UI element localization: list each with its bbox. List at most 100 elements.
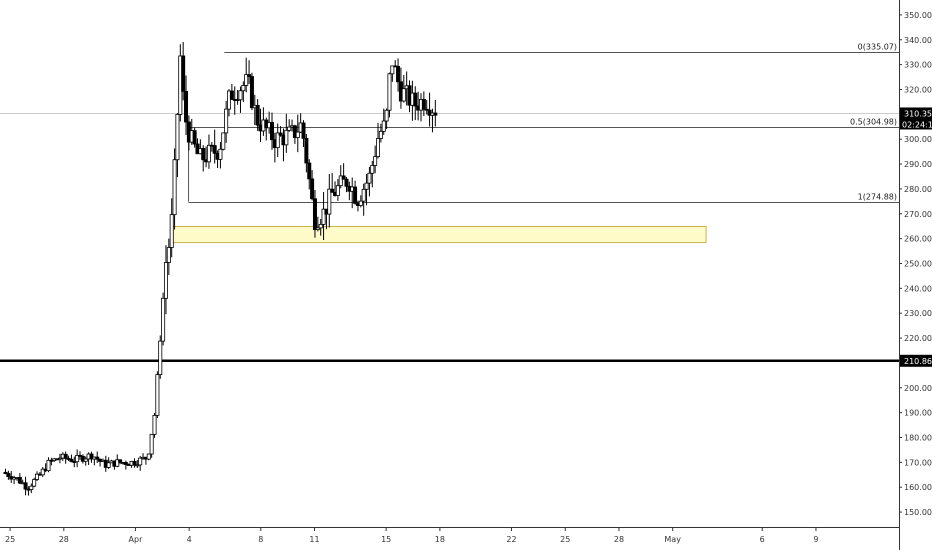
candle[interactable] (244, 74, 249, 86)
candle[interactable] (390, 65, 395, 75)
candle[interactable] (115, 459, 120, 467)
candle[interactable] (175, 114, 180, 161)
candle[interactable] (169, 214, 174, 248)
price-tick-label: 280.00 (904, 185, 932, 194)
candle[interactable] (255, 104, 260, 126)
candle[interactable] (135, 464, 140, 467)
candle[interactable] (301, 122, 306, 139)
candle[interactable] (378, 130, 383, 139)
candle[interactable] (241, 85, 246, 92)
candle[interactable] (227, 90, 232, 110)
candle[interactable] (6, 473, 11, 478)
candle[interactable] (353, 186, 358, 204)
candle[interactable] (163, 262, 168, 299)
candle[interactable] (381, 120, 386, 132)
candle[interactable] (387, 73, 392, 111)
candle[interactable] (138, 457, 143, 466)
candle[interactable] (364, 182, 369, 190)
candle[interactable] (341, 175, 346, 180)
candle[interactable] (146, 453, 151, 460)
candle[interactable] (370, 165, 375, 174)
candle[interactable] (278, 132, 283, 136)
candle[interactable] (335, 185, 340, 196)
candle[interactable] (307, 162, 312, 180)
candle[interactable] (184, 90, 189, 123)
candle[interactable] (35, 473, 40, 480)
candle[interactable] (89, 453, 94, 460)
candle[interactable] (384, 109, 389, 122)
candle[interactable] (421, 99, 426, 110)
candle[interactable] (78, 454, 83, 457)
candle[interactable] (17, 477, 22, 484)
candle[interactable] (3, 471, 8, 474)
candle[interactable] (181, 55, 186, 92)
candle[interactable] (315, 227, 320, 230)
candle[interactable] (63, 453, 68, 459)
candle[interactable] (433, 112, 438, 116)
candle[interactable] (118, 459, 123, 463)
candle[interactable] (413, 92, 418, 107)
candle[interactable] (221, 132, 226, 150)
candle[interactable] (376, 138, 381, 158)
candle[interactable] (312, 198, 317, 230)
candle[interactable] (284, 129, 289, 146)
candle[interactable] (304, 137, 309, 164)
candle[interactable] (373, 156, 378, 166)
fib-level-label: 1(274.88) (858, 193, 897, 202)
candle[interactable] (123, 462, 128, 465)
candle[interactable] (269, 122, 274, 141)
candle[interactable] (206, 144, 211, 163)
candle[interactable] (275, 132, 280, 149)
candle[interactable] (69, 458, 74, 462)
candle[interactable] (358, 200, 363, 206)
candle[interactable] (149, 433, 154, 455)
candle[interactable] (132, 460, 137, 466)
candle[interactable] (212, 145, 217, 154)
candle[interactable] (192, 130, 197, 145)
candle[interactable] (40, 468, 45, 476)
candle[interactable] (295, 131, 300, 138)
candle[interactable] (396, 65, 401, 83)
candle[interactable] (29, 485, 34, 490)
candle[interactable] (95, 456, 100, 460)
candle[interactable] (330, 188, 335, 193)
candle[interactable] (201, 148, 206, 161)
candle[interactable] (321, 208, 326, 225)
candle[interactable] (155, 374, 160, 416)
support-zone[interactable] (170, 225, 707, 244)
candle[interactable] (46, 459, 51, 472)
candle[interactable] (224, 108, 229, 134)
candle[interactable] (238, 90, 243, 101)
candle[interactable] (401, 88, 406, 102)
candle[interactable] (367, 172, 372, 184)
candle[interactable] (158, 340, 163, 376)
candle[interactable] (229, 90, 234, 100)
candle[interactable] (83, 458, 88, 462)
candle[interactable] (161, 297, 166, 342)
candle[interactable] (287, 126, 292, 131)
candle[interactable] (424, 108, 429, 111)
candle[interactable] (172, 159, 177, 216)
candle[interactable] (23, 482, 28, 490)
candle[interactable] (292, 125, 297, 138)
candle[interactable] (247, 74, 252, 77)
candle[interactable] (32, 479, 37, 487)
candle[interactable] (318, 223, 323, 229)
fib-level-label: 0(335.07) (858, 43, 897, 52)
candle[interactable] (152, 414, 157, 435)
candle[interactable] (106, 462, 111, 468)
candle[interactable] (249, 76, 254, 109)
candle[interactable] (338, 175, 343, 187)
candle[interactable] (75, 454, 80, 463)
candle[interactable] (327, 188, 332, 215)
candle[interactable] (166, 247, 171, 263)
candle[interactable] (57, 457, 62, 460)
candle[interactable] (218, 148, 223, 160)
candle[interactable] (344, 178, 349, 187)
candle[interactable] (310, 178, 315, 200)
candle[interactable] (361, 188, 366, 202)
time-tick-label: Apr (129, 535, 144, 544)
